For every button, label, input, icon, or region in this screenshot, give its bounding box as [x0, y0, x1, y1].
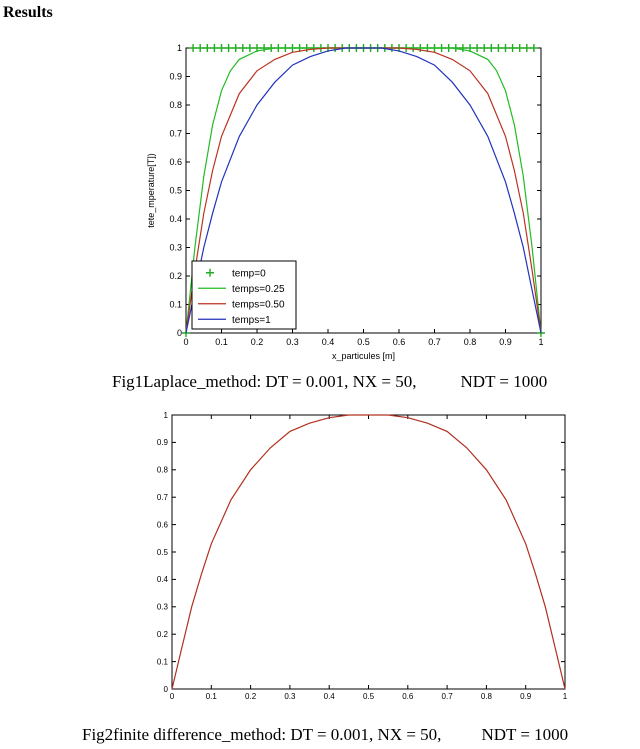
x-tick-label: 0.5 [363, 692, 375, 701]
figure-2-caption-main: Fig2finite difference_method: DT = 0.001… [82, 725, 442, 744]
y-tick-label: 0.9 [157, 438, 169, 447]
y-tick-label: 0.3 [169, 243, 182, 253]
y-tick-label: 0 [164, 685, 169, 694]
series-point-marker [487, 44, 496, 52]
series-point-marker [515, 44, 524, 52]
y-tick-label: 0 [177, 328, 182, 338]
series-point-marker [494, 44, 503, 52]
x-tick-label: 0.5 [357, 337, 370, 347]
x-tick-label: 0.8 [481, 692, 493, 701]
series-point-marker [260, 44, 269, 52]
x-tick-label: 0.6 [402, 692, 414, 701]
series-point-marker [210, 44, 219, 52]
x-tick-label: 0.7 [428, 337, 441, 347]
series-point-marker [245, 44, 254, 52]
y-tick-label: 0.1 [169, 300, 182, 310]
y-tick-label: 1 [177, 43, 182, 53]
legend-label: temps=0.25 [232, 284, 285, 295]
legend-label: temps=1 [232, 315, 271, 326]
series-point-marker [217, 44, 226, 52]
x-tick-label: 0.9 [499, 337, 512, 347]
legend-label: temp=0 [232, 268, 266, 279]
y-tick-label: 1 [164, 411, 169, 420]
x-tick-label: 0.1 [215, 337, 228, 347]
y-tick-label: 0.8 [157, 466, 169, 475]
series-point-marker [238, 44, 247, 52]
series-point-marker [480, 44, 489, 52]
y-tick-label: 0.2 [157, 630, 169, 639]
x-tick-label: 0.6 [393, 337, 406, 347]
x-tick-label: 0.4 [322, 337, 335, 347]
x-tick-label: 0.2 [245, 692, 257, 701]
x-tick-label: 0.7 [442, 692, 454, 701]
series-line [185, 47, 542, 334]
y-tick-label: 0.7 [157, 493, 169, 502]
series-point-marker [231, 44, 240, 52]
legend-marker [206, 268, 214, 277]
y-tick-label: 0.4 [157, 575, 169, 584]
series-point-marker [224, 44, 233, 52]
x-tick-label: 0 [183, 337, 188, 347]
series-point-marker [189, 44, 198, 52]
y-tick-label: 0.5 [169, 186, 182, 196]
y-tick-label: 0.3 [157, 603, 169, 612]
laplace-chart: 0 0.1 0.2 0.3 0.4 0.5 0.6 0.7 0.8 0.9 1 0 0.1 0.2 0.3 0… [146, 43, 545, 361]
x-axis-label: x_particules [m] [332, 351, 395, 361]
page-heading: Results [3, 4, 53, 21]
figure-1-caption-ndt: NDT = 1000 [460, 372, 548, 391]
y-tick-label: 0.7 [169, 129, 182, 139]
y-tick-label: 0.6 [169, 157, 182, 167]
figure-2-caption: Fig2finite difference_method: DT = 0.001… [82, 725, 568, 745]
x-tick-label: 0.3 [284, 692, 296, 701]
series-point-marker [458, 44, 467, 52]
series-point-marker [508, 44, 517, 52]
axes-box [171, 414, 566, 690]
x-tick-label: 0.2 [251, 337, 264, 347]
figure-1-caption-main: Fig1Laplace_method: DT = 0.001, NX = 50, [112, 372, 417, 391]
y-tick-label: 0.1 [157, 657, 169, 666]
x-tick-label: 0 [170, 692, 175, 701]
x-tick-label: 0.9 [520, 692, 532, 701]
y-axis-label: tete_mperature[T]) [146, 153, 156, 228]
legend-label: temps=0.50 [232, 299, 285, 310]
series-point-marker [473, 44, 482, 52]
y-tick-label: 0.8 [169, 100, 182, 110]
x-tick-label: 0.1 [206, 692, 218, 701]
series-point-marker [529, 44, 538, 52]
x-tick-label: 1 [563, 692, 568, 701]
y-tick-label: 0.6 [157, 520, 169, 529]
series-point-marker [196, 44, 205, 52]
y-tick-label: 0.4 [169, 214, 182, 224]
series-point-marker [522, 44, 531, 52]
figure-1-caption: Fig1Laplace_method: DT = 0.001, NX = 50,… [112, 372, 547, 392]
y-tick-label: 0.2 [169, 271, 182, 281]
figure-2-caption-ndt: NDT = 1000 [481, 725, 569, 744]
y-tick-label: 0.9 [169, 72, 182, 82]
y-tick-label: 0.5 [157, 548, 169, 557]
x-tick-label: 0.8 [464, 337, 477, 347]
x-tick-label: 1 [538, 337, 543, 347]
series-point-marker [203, 44, 212, 52]
series-line [171, 414, 566, 690]
x-tick-label: 0.4 [324, 692, 336, 701]
x-tick-label: 0.3 [286, 337, 299, 347]
series-point-marker [501, 44, 510, 52]
